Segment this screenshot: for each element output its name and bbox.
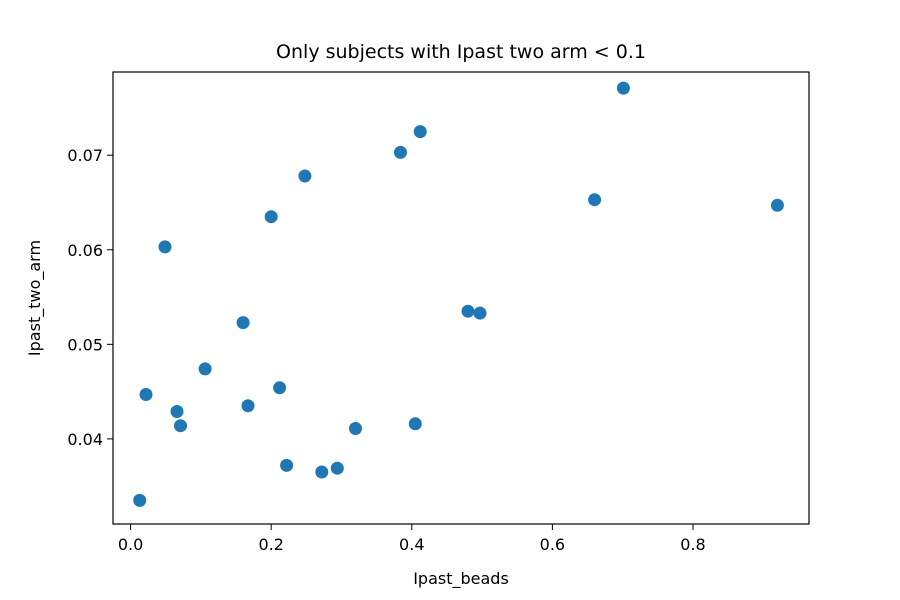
data-point-19 — [473, 306, 487, 320]
data-point-13 — [330, 461, 344, 475]
data-point-6 — [236, 316, 250, 330]
data-point-15 — [394, 145, 407, 159]
y-axis-label: Ipast_two_arm — [25, 240, 45, 356]
data-point-8 — [264, 210, 278, 224]
y-tick-label: 0.05 — [67, 335, 103, 354]
data-points — [133, 81, 784, 507]
x-tick-label: 0.6 — [540, 535, 565, 554]
data-point-22 — [770, 198, 784, 212]
data-point-0 — [133, 493, 147, 507]
x-tick-label: 0.2 — [258, 535, 283, 554]
data-point-5 — [198, 362, 212, 376]
y-tick-label: 0.07 — [67, 146, 103, 165]
y-tick-label: 0.06 — [67, 241, 103, 260]
x-axis: 0.0 0.2 0.4 0.6 0.8 — [118, 524, 706, 554]
x-axis-label: Ipast_beads — [413, 569, 509, 589]
chart-title: Only subjects with Ipast two arm < 0.1 — [276, 41, 646, 63]
data-point-12 — [315, 465, 329, 479]
data-point-2 — [158, 240, 172, 254]
data-point-1 — [139, 388, 153, 401]
data-point-10 — [280, 458, 294, 472]
data-point-14 — [349, 422, 362, 435]
data-point-9 — [273, 381, 287, 395]
x-tick-label: 0.8 — [680, 535, 705, 554]
x-tick-label: 0.4 — [399, 535, 424, 554]
data-point-11 — [298, 169, 312, 183]
y-axis: 0.04 0.05 0.06 0.07 — [67, 146, 113, 449]
plot-area-frame — [112, 71, 810, 525]
data-point-7 — [241, 399, 255, 413]
data-point-18 — [461, 304, 475, 318]
data-point-17 — [413, 125, 427, 139]
x-tick-label: 0.0 — [118, 535, 143, 554]
data-point-4 — [174, 419, 187, 433]
data-point-16 — [408, 417, 422, 431]
data-point-3 — [170, 405, 184, 418]
data-point-21 — [616, 81, 630, 95]
data-point-20 — [588, 193, 602, 207]
y-tick-label: 0.04 — [67, 430, 103, 449]
